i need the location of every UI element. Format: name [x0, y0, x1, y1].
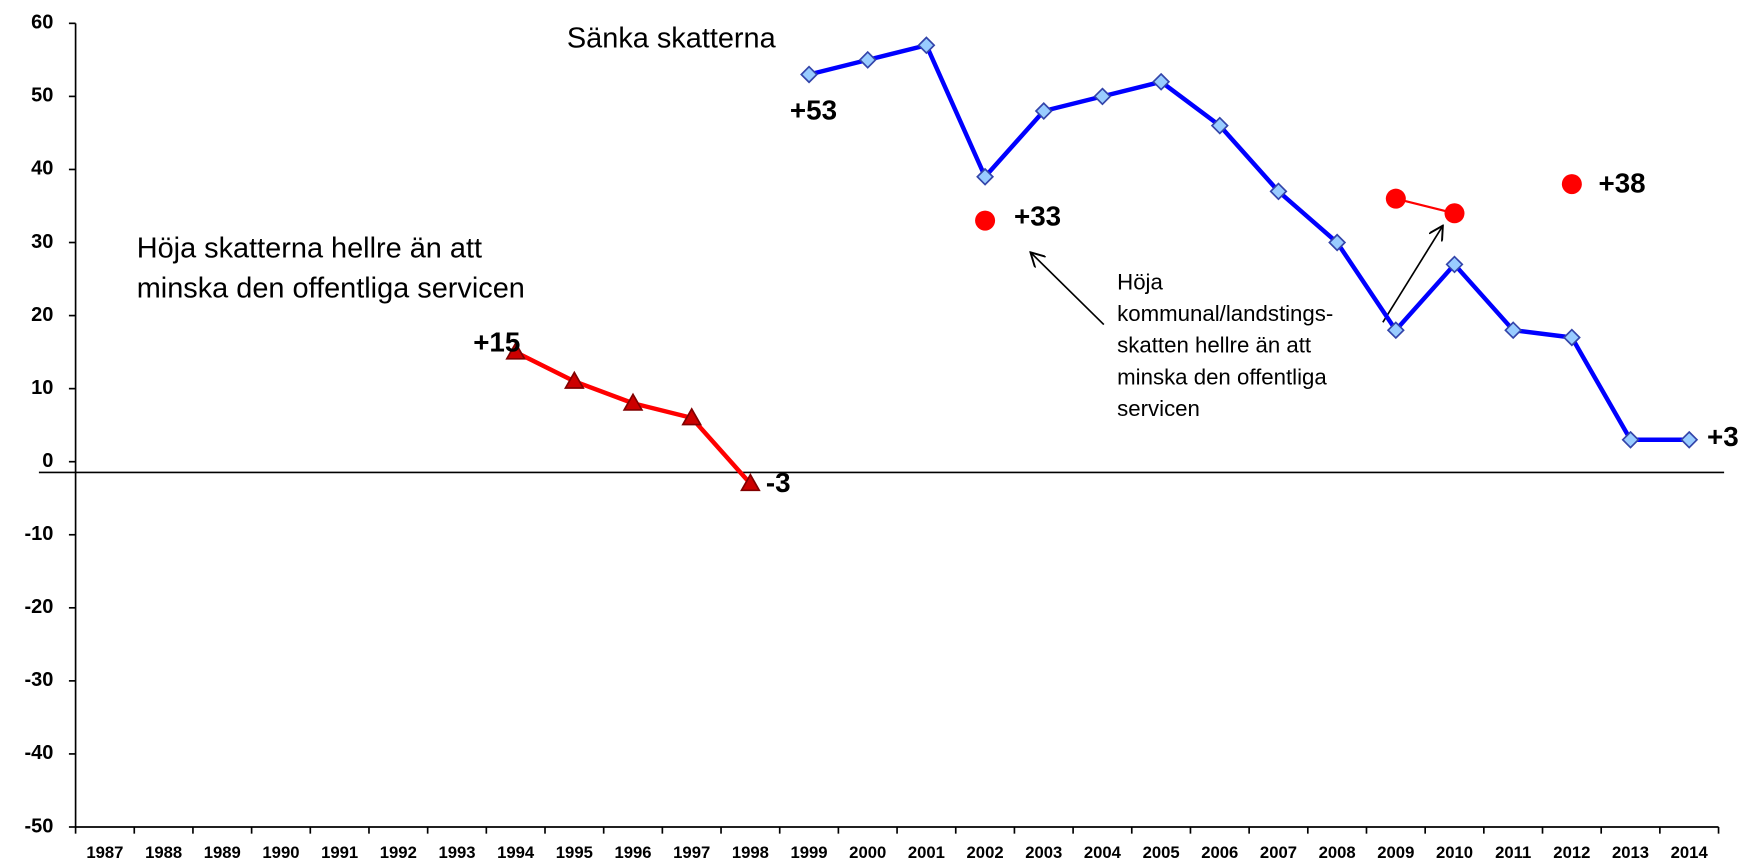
annotation: Höja skatterna hellre än att	[137, 233, 482, 265]
diamond-marker	[800, 65, 819, 84]
arrow	[1030, 252, 1105, 326]
annotation: skatten hellre än att	[1117, 333, 1312, 358]
x-tick-label: 2004	[1084, 843, 1122, 862]
arrow	[1382, 226, 1443, 323]
x-tick-label: 1993	[438, 843, 475, 862]
diamond-marker	[1621, 430, 1640, 449]
dot-marker	[1444, 203, 1465, 224]
x-tick-label: 2010	[1436, 843, 1473, 862]
x-tick-label: 2006	[1201, 843, 1238, 862]
value-label: +15	[473, 327, 520, 358]
diamond-marker	[1034, 102, 1053, 120]
value-label: +38	[1599, 168, 1646, 199]
triangle-marker	[564, 370, 585, 389]
y-tick-label: 50	[31, 85, 53, 107]
x-tick-label: 2000	[849, 843, 886, 862]
x-tick-label: 1992	[380, 843, 417, 862]
dot-marker	[1385, 188, 1406, 209]
y-tick-label: 20	[31, 304, 53, 326]
y-tick-label: 0	[42, 450, 53, 472]
value-label: -3	[766, 467, 791, 498]
x-tick-label: 2008	[1319, 843, 1356, 862]
value-label: +33	[1014, 201, 1061, 232]
x-tick-label: 2007	[1260, 843, 1297, 862]
series-line	[1395, 197, 1455, 215]
diamond-marker	[1210, 116, 1229, 135]
diamond-marker	[858, 50, 877, 69]
x-tick-label: 1990	[262, 843, 299, 862]
x-tick-label: 2011	[1495, 843, 1531, 862]
diamond-marker	[1562, 328, 1581, 347]
annotation: Höja	[1117, 269, 1163, 294]
x-tick-label: 1999	[791, 843, 828, 862]
dot-marker	[975, 210, 996, 231]
diamond-marker	[1269, 182, 1288, 201]
diamond-marker	[1680, 430, 1699, 449]
y-tick-label: -30	[24, 669, 53, 691]
diamond-marker	[917, 36, 936, 55]
value-label: +3	[1707, 421, 1739, 452]
y-tick-label: -50	[24, 815, 53, 837]
x-tick-label: 1996	[614, 843, 651, 862]
x-tick-label: 1998	[732, 843, 769, 862]
x-tick-label: 2014	[1671, 843, 1709, 862]
diamond-marker	[1093, 87, 1112, 106]
x-tick-label: 1987	[86, 843, 123, 862]
y-tick-label: 30	[31, 231, 53, 253]
triangle-marker	[505, 341, 526, 360]
y-tick-label: 60	[31, 12, 53, 34]
x-tick-label: 2013	[1612, 843, 1649, 862]
y-tick-label: 10	[31, 377, 53, 399]
x-tick-label: 1997	[673, 843, 710, 862]
x-tick-label: 2005	[1143, 843, 1180, 862]
x-tick-label: 2002	[967, 843, 1004, 862]
y-tick-label: -40	[24, 742, 53, 764]
x-tick-label: 2012	[1553, 843, 1590, 862]
diamond-marker	[976, 167, 995, 186]
x-tick-label: 2009	[1377, 843, 1414, 862]
triangle-marker	[740, 473, 761, 492]
triangle-marker	[622, 392, 644, 411]
y-tick-label: -10	[24, 523, 53, 545]
triangle-marker	[681, 407, 703, 426]
x-tick-label: 1991	[321, 843, 358, 862]
diamond-marker	[1328, 233, 1347, 252]
y-tick-label: -20	[24, 596, 53, 618]
annotation: minska den offentliga servicen	[137, 273, 525, 305]
diamond-marker	[1445, 255, 1464, 274]
annotation: minska den offentliga	[1117, 364, 1327, 389]
annotation: kommunal/landstings-	[1117, 301, 1333, 326]
annotation: servicen	[1117, 396, 1200, 421]
x-tick-label: 2001	[908, 843, 945, 862]
x-tick-label: 1994	[497, 843, 535, 862]
diamond-marker	[1504, 321, 1523, 340]
x-tick-label: 1988	[145, 843, 182, 862]
x-tick-label: 1989	[204, 843, 241, 862]
x-tick-label: 2003	[1025, 843, 1062, 862]
diamond-marker	[1152, 72, 1171, 91]
x-tick-label: 1995	[556, 843, 593, 862]
annotation: Sänka skatterna	[567, 23, 777, 55]
value-label: +53	[790, 95, 837, 126]
series-line	[514, 350, 753, 486]
diamond-marker	[1386, 321, 1405, 340]
y-tick-label: 40	[31, 158, 53, 180]
series-line	[808, 43, 1690, 442]
dot-marker	[1561, 174, 1582, 195]
